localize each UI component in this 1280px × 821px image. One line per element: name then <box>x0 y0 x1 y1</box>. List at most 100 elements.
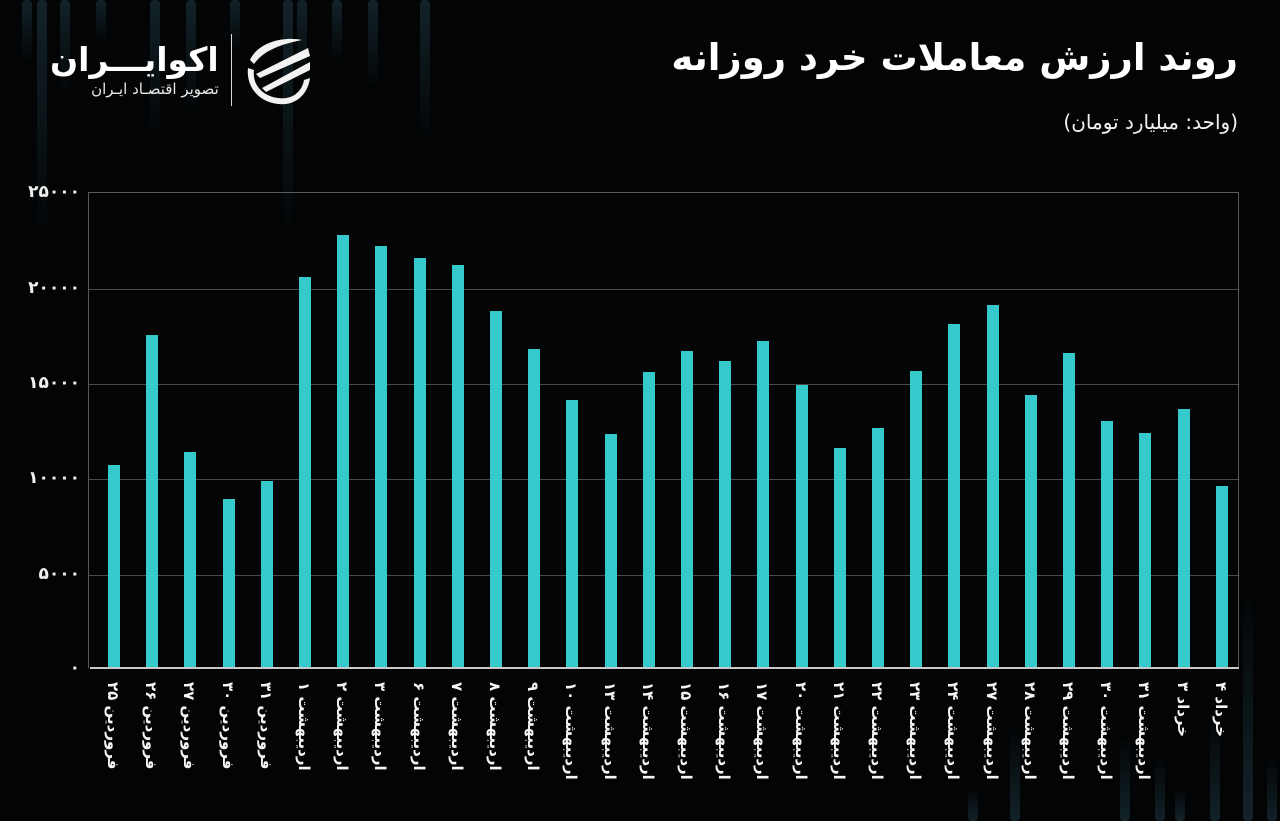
bar <box>681 350 693 668</box>
x-tick-label-text: اردیبهشت ۱۷ <box>753 682 772 780</box>
bar <box>1177 409 1190 668</box>
x-tick-label-text: فروردین ۲۶ <box>142 682 161 770</box>
chart-title: روند ارزش معاملات خرد روزانه <box>671 36 1238 79</box>
x-tick-label: اردیبهشت ۲۳ <box>905 682 925 812</box>
x-tick-label: اردیبهشت ۲۰ <box>791 682 811 812</box>
gridline <box>89 575 1238 576</box>
bar <box>222 498 235 668</box>
x-tick-label: فروردین ۲۶ <box>141 682 161 812</box>
x-tick-label-text: اردیبهشت ۲ <box>333 682 352 771</box>
y-tick-15000: ۱۵۰۰۰ <box>28 373 80 393</box>
logo-text: اکوایـــران تصویر اقتصـاد ایـران <box>50 39 219 99</box>
logo-tagline: تصویر اقتصـاد ایـران <box>91 79 219 98</box>
x-tick-label: اردیبهشت ۱۶ <box>714 682 734 812</box>
x-tick-label-text: فروردین ۳۰ <box>218 682 237 770</box>
bar <box>757 341 770 668</box>
x-tick-label-text: اردیبهشت ۳۰ <box>1097 682 1116 780</box>
bar <box>413 257 426 668</box>
x-tick-label: اردیبهشت ۲۴ <box>943 682 963 812</box>
bar <box>1101 421 1114 668</box>
bar <box>872 428 884 668</box>
x-tick-label-text: اردیبهشت ۲۳ <box>906 682 925 780</box>
x-tick-label: اردیبهشت ۳ <box>370 682 390 812</box>
bar <box>451 265 464 668</box>
bar <box>948 324 961 668</box>
bar <box>146 334 159 668</box>
x-tick-label-text: فروردین ۲۵ <box>104 682 122 770</box>
bar <box>260 481 273 668</box>
x-tick-label-text: اردیبهشت ۹ <box>524 682 543 771</box>
x-tick-label-text: اردیبهشت ۱۳ <box>600 682 619 780</box>
x-tick-label: اردیبهشت ۱۴ <box>638 682 658 812</box>
x-tick-label-text: اردیبهشت ۱۵ <box>677 682 695 780</box>
x-tick-label: خرداد ۴ <box>1211 682 1231 812</box>
x-tick-label: اردیبهشت ۶ <box>409 682 429 812</box>
x-tick-label: فروردین ۲۷ <box>179 682 199 812</box>
bar <box>910 370 923 668</box>
x-tick-label-text: خرداد ۳ <box>1173 682 1192 738</box>
bar <box>375 246 388 668</box>
x-tick-label: اردیبهشت ۸ <box>485 682 505 812</box>
y-tick-20000: ۲۰۰۰۰ <box>28 278 80 298</box>
x-tick-label: فروردین ۲۵ <box>103 682 123 812</box>
x-tick-label: اردیبهشت ۲۸ <box>1020 682 1040 812</box>
chart-unit-subtitle: (واحد: میلیارد تومان) <box>1063 110 1238 134</box>
x-tick-label-text: اردیبهشت ۱۴ <box>638 682 657 780</box>
x-tick-label-text: اردیبهشت ۳ <box>371 682 390 771</box>
bar <box>108 465 120 668</box>
x-tick-label: اردیبهشت ۱۷ <box>752 682 772 812</box>
x-axis-baseline <box>90 667 1239 669</box>
bar <box>528 349 541 668</box>
bar <box>795 385 808 668</box>
bar <box>490 311 502 668</box>
ecoiran-swoosh-logo-icon <box>248 38 311 104</box>
x-tick-label: فروردین ۳۰ <box>218 682 238 812</box>
x-tick-label: اردیبهشت ۲۷ <box>982 682 1002 812</box>
x-tick-label-text: فروردین ۲۷ <box>180 682 199 770</box>
x-tick-label-text: خرداد ۴ <box>1211 682 1230 738</box>
bar <box>299 276 311 668</box>
x-tick-label: اردیبهشت ۱ <box>294 682 314 812</box>
bar <box>1063 352 1075 668</box>
y-tick-10000: ۱۰۰۰۰ <box>28 468 80 488</box>
x-tick-label-text: اردیبهشت ۲۷ <box>982 682 1001 780</box>
y-tick-25000: ۲۵۰۰۰ <box>28 182 80 202</box>
x-tick-label: اردیبهشت ۱۳ <box>600 682 620 812</box>
gridline <box>89 384 1238 385</box>
bar <box>1024 394 1037 668</box>
bar <box>642 371 655 668</box>
x-tick-label: اردیبهشت ۳۱ <box>1134 682 1154 812</box>
x-tick-label: اردیبهشت ۲۹ <box>1058 682 1078 812</box>
x-tick-label: اردیبهشت ۱۰ <box>561 682 581 812</box>
x-tick-label: اردیبهشت ۱۵ <box>676 682 696 812</box>
bar <box>184 451 197 668</box>
x-tick-label-text: اردیبهشت ۲۸ <box>1020 682 1039 780</box>
x-tick-label-text: اردیبهشت ۱ <box>295 682 313 771</box>
bar <box>986 305 999 668</box>
x-tick-label: اردیبهشت ۲ <box>332 682 352 812</box>
x-tick-label-text: فروردین ۳۱ <box>256 682 275 770</box>
gridline <box>89 289 1238 290</box>
x-tick-label-text: اردیبهشت ۱۶ <box>715 682 734 780</box>
x-tick-label-text: اردیبهشت ۲۰ <box>791 682 810 780</box>
bar <box>1139 432 1152 668</box>
x-tick-label: اردیبهشت ۲۱ <box>829 682 849 812</box>
bar <box>719 361 732 668</box>
bar <box>566 399 579 668</box>
x-tick-label-text: اردیبهشت ۶ <box>409 682 428 771</box>
x-tick-label-text: اردیبهشت ۲۲ <box>868 682 886 780</box>
bar <box>604 433 617 668</box>
x-tick-label: فروردین ۳۱ <box>256 682 276 812</box>
x-tick-label-text: اردیبهشت ۱۰ <box>562 682 581 780</box>
bar <box>337 234 350 668</box>
bar <box>1215 486 1228 668</box>
x-tick-label-text: اردیبهشت ۲۹ <box>1059 682 1077 780</box>
y-tick-5000: ۵۰۰۰ <box>38 564 80 584</box>
x-tick-label-text: اردیبهشت ۲۱ <box>829 682 848 780</box>
brand-logo: اکوایـــران تصویر اقتصـاد ایـران <box>50 32 314 107</box>
x-tick-label: اردیبهشت ۲۲ <box>867 682 887 812</box>
x-tick-label-text: اردیبهشت ۸ <box>486 682 504 771</box>
logo-name: اکوایـــران <box>50 39 219 79</box>
logo-divider <box>230 33 233 106</box>
